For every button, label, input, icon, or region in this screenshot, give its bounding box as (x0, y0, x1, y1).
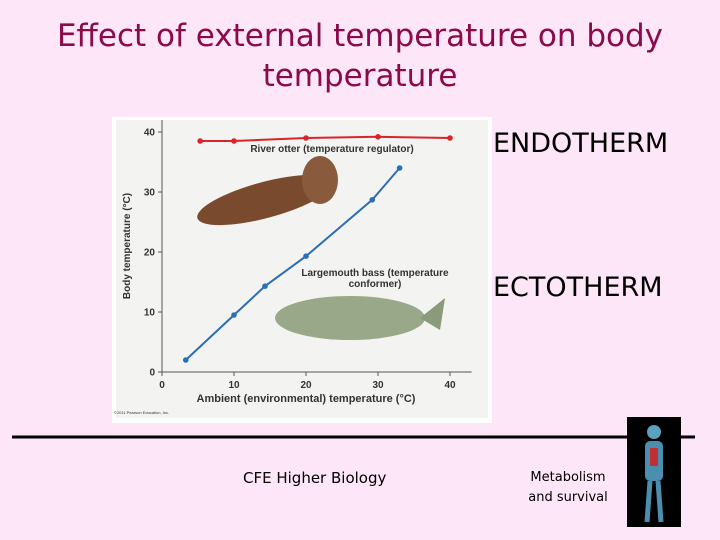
x-tick-label: 30 (372, 380, 384, 391)
body-icon-leg (644, 480, 653, 523)
series-line (185, 167, 401, 361)
endotherm-label: ENDOTHERM (493, 128, 669, 159)
x-tick-label: 20 (300, 380, 312, 391)
y-tick-label: 0 (149, 368, 155, 379)
chart-panel (116, 120, 488, 418)
data-point (303, 135, 309, 141)
data-point (303, 253, 309, 259)
footer-right: Metabolism and survival (528, 470, 608, 505)
y-tick-label: 20 (144, 248, 156, 259)
data-point (231, 138, 237, 144)
y-axis-label: Body temperature (°C) (122, 193, 133, 299)
fish-illustration (275, 296, 425, 340)
x-tick-label: 40 (444, 380, 456, 391)
series-annotation: Largemouth bass (temperature conformer) (301, 268, 449, 290)
data-point (447, 135, 453, 141)
x-tick-label: 0 (159, 380, 165, 391)
y-tick-label: 40 (144, 128, 156, 139)
x-axis-label: Ambient (environmental) temperature (°C) (197, 393, 416, 405)
data-point (182, 357, 189, 363)
fish-tail (420, 298, 445, 330)
series-annotation: River otter (temperature regulator) (250, 144, 414, 155)
body-icon-head (647, 425, 661, 439)
body-icon-organs (650, 448, 658, 466)
otter-illustration (197, 174, 333, 226)
credit: ©2011 Pearson Education, Inc. (114, 410, 169, 415)
data-point (369, 197, 376, 203)
footer-left: CFE Higher Biology (243, 469, 387, 487)
ectotherm-label: ECTOTHERM (493, 272, 663, 303)
x-tick-label: 10 (228, 380, 240, 391)
data-point (262, 283, 268, 290)
otter-head (302, 156, 338, 204)
slide-title: Effect of external temperature on body t… (56, 18, 664, 94)
y-tick-label: 10 (144, 308, 156, 319)
data-point (231, 312, 237, 318)
data-point (375, 134, 381, 140)
y-tick-label: 30 (144, 188, 156, 199)
body-icon-leg (655, 480, 664, 523)
data-point (396, 165, 403, 171)
data-point (197, 138, 203, 144)
